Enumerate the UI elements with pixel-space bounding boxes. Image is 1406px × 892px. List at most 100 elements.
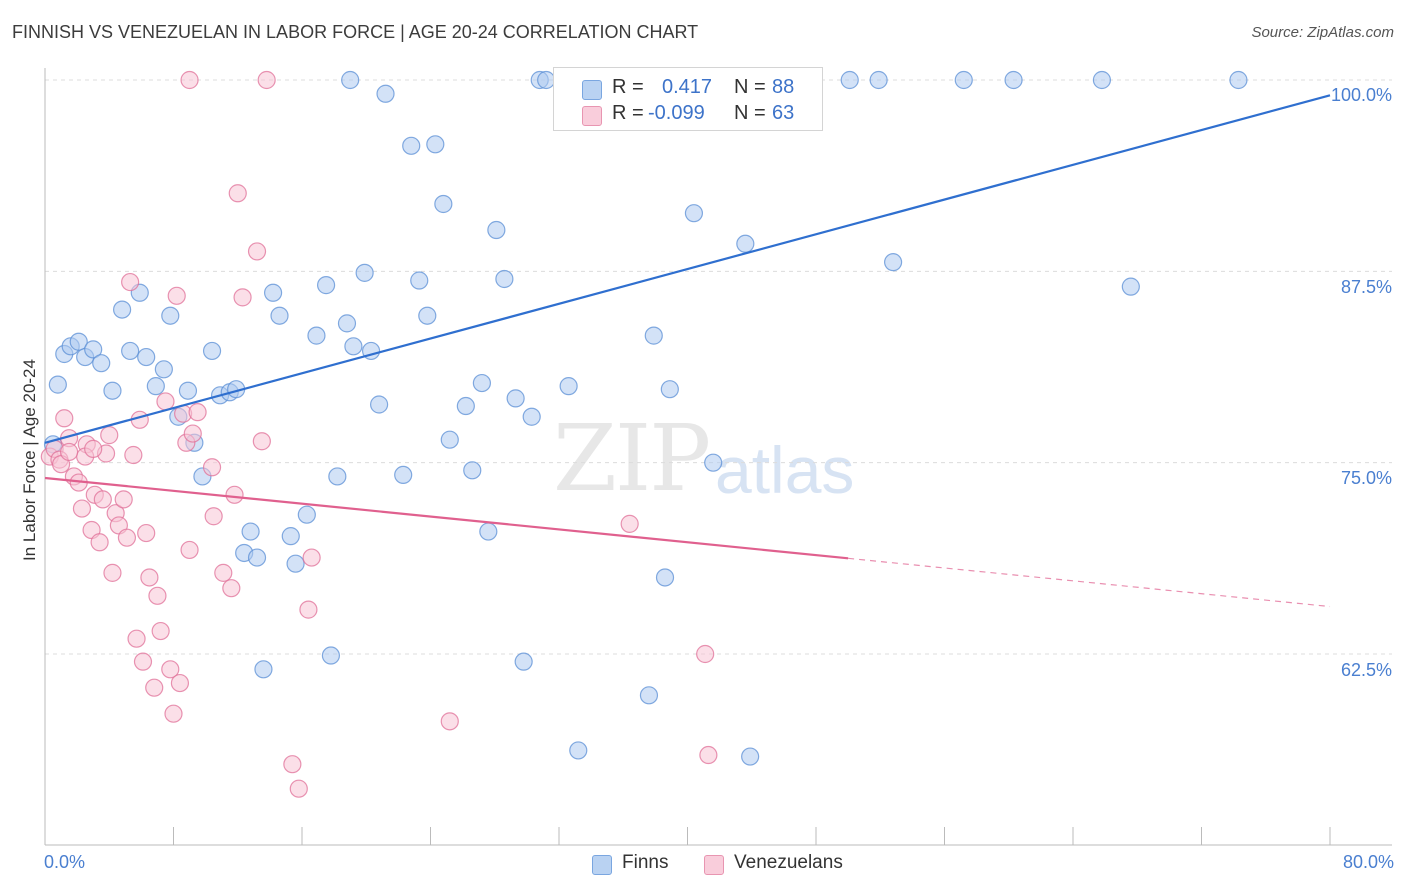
- data-point: [156, 392, 175, 411]
- data-point: [1229, 70, 1248, 90]
- data-point: [252, 432, 271, 451]
- venezuelans-n-value: 63: [772, 102, 795, 124]
- data-point: [202, 458, 222, 477]
- correlation-legend: R = 0.417 N = 88 R = -0.099 N = 63: [553, 67, 823, 131]
- data-point: [463, 461, 482, 480]
- data-point: [569, 741, 588, 760]
- data-point: [241, 522, 260, 541]
- data-point: [225, 485, 244, 504]
- data-point: [418, 306, 437, 325]
- data-point: [170, 673, 190, 693]
- n-label: N =: [734, 76, 766, 98]
- data-point: [233, 288, 252, 307]
- data-point: [355, 263, 374, 282]
- data-point: [440, 430, 459, 449]
- chart-title: FINNISH VS VENEZUELAN IN LABOR FORCE | A…: [12, 22, 699, 42]
- data-point: [316, 276, 336, 295]
- data-point: [297, 505, 316, 524]
- data-point: [639, 686, 659, 705]
- data-point: [133, 652, 153, 671]
- legend-row-venezuelans: R = -0.099 N = 63: [554, 102, 822, 130]
- finns-legend-label: Finns: [622, 852, 669, 873]
- data-point: [228, 184, 247, 203]
- data-point: [146, 377, 165, 396]
- data-point: [114, 490, 133, 509]
- watermark-atlas: atlas: [715, 433, 855, 507]
- data-point: [148, 586, 167, 605]
- data-point: [514, 652, 533, 671]
- data-point: [257, 70, 276, 90]
- data-point: [161, 660, 180, 679]
- y-tick-label: 87.5%: [1340, 277, 1392, 297]
- data-point: [55, 409, 74, 428]
- data-point: [178, 381, 198, 400]
- data-point: [644, 326, 663, 345]
- data-point: [145, 678, 164, 697]
- venezuelans-legend-swatch: [704, 855, 724, 875]
- source-label: Source: ZipAtlas.com: [1251, 24, 1394, 41]
- data-point: [124, 445, 143, 465]
- data-point: [370, 395, 389, 414]
- finns-legend-swatch: [592, 855, 612, 875]
- data-point: [289, 779, 308, 798]
- data-point: [954, 70, 973, 90]
- watermark-zip: ZIP: [553, 405, 711, 512]
- data-point: [59, 442, 79, 462]
- data-point: [281, 527, 300, 546]
- data-point: [559, 377, 578, 396]
- finns-r-value: 0.417: [662, 76, 713, 98]
- x-tick-label: 80.0%: [1342, 852, 1394, 872]
- data-point: [472, 373, 491, 393]
- finns-n-value: 88: [772, 76, 795, 98]
- trend-line: [44, 94, 1331, 444]
- data-point: [100, 426, 119, 445]
- data-point: [869, 70, 888, 90]
- data-point: [487, 220, 506, 240]
- y-tick-label: 100.0%: [1330, 85, 1392, 105]
- data-point: [93, 490, 112, 509]
- data-point: [328, 467, 347, 486]
- n-label: N =: [734, 102, 766, 124]
- data-point: [704, 453, 723, 472]
- data-point: [883, 253, 903, 272]
- venezuelans-swatch: [582, 106, 602, 126]
- data-point: [1092, 70, 1112, 90]
- data-point: [376, 84, 395, 103]
- data-point: [84, 340, 103, 359]
- y-tick-label: 75.0%: [1340, 468, 1392, 488]
- data-point: [103, 563, 122, 582]
- data-point: [699, 745, 718, 765]
- data-point: [202, 341, 222, 361]
- data-point: [684, 204, 704, 223]
- data-point: [137, 347, 156, 367]
- data-point: [137, 523, 156, 543]
- data-point: [426, 135, 445, 154]
- data-point: [696, 644, 715, 664]
- data-point: [164, 704, 183, 723]
- data-point: [121, 272, 140, 292]
- legend-row-finns: R = 0.417 N = 88: [554, 76, 822, 104]
- y-tick-label: 62.5%: [1340, 660, 1392, 680]
- trend-lines: [44, 94, 1331, 608]
- data-point: [92, 354, 111, 373]
- data-point: [660, 380, 679, 399]
- data-point: [506, 389, 525, 408]
- data-point: [188, 403, 207, 422]
- data-point: [183, 424, 202, 443]
- data-point: [69, 332, 88, 351]
- data-point: [117, 528, 137, 547]
- data-point: [180, 540, 199, 560]
- data-point: [736, 234, 755, 253]
- data-point: [434, 194, 453, 214]
- data-point: [90, 533, 109, 552]
- data-point: [103, 381, 122, 400]
- data-point: [283, 755, 302, 774]
- data-point: [286, 554, 305, 573]
- data-point: [270, 306, 289, 325]
- data-point: [299, 600, 318, 619]
- data-point: [655, 568, 675, 587]
- data-point: [167, 286, 186, 305]
- data-point: [222, 579, 241, 598]
- data-point: [302, 548, 321, 567]
- data-point: [112, 300, 132, 319]
